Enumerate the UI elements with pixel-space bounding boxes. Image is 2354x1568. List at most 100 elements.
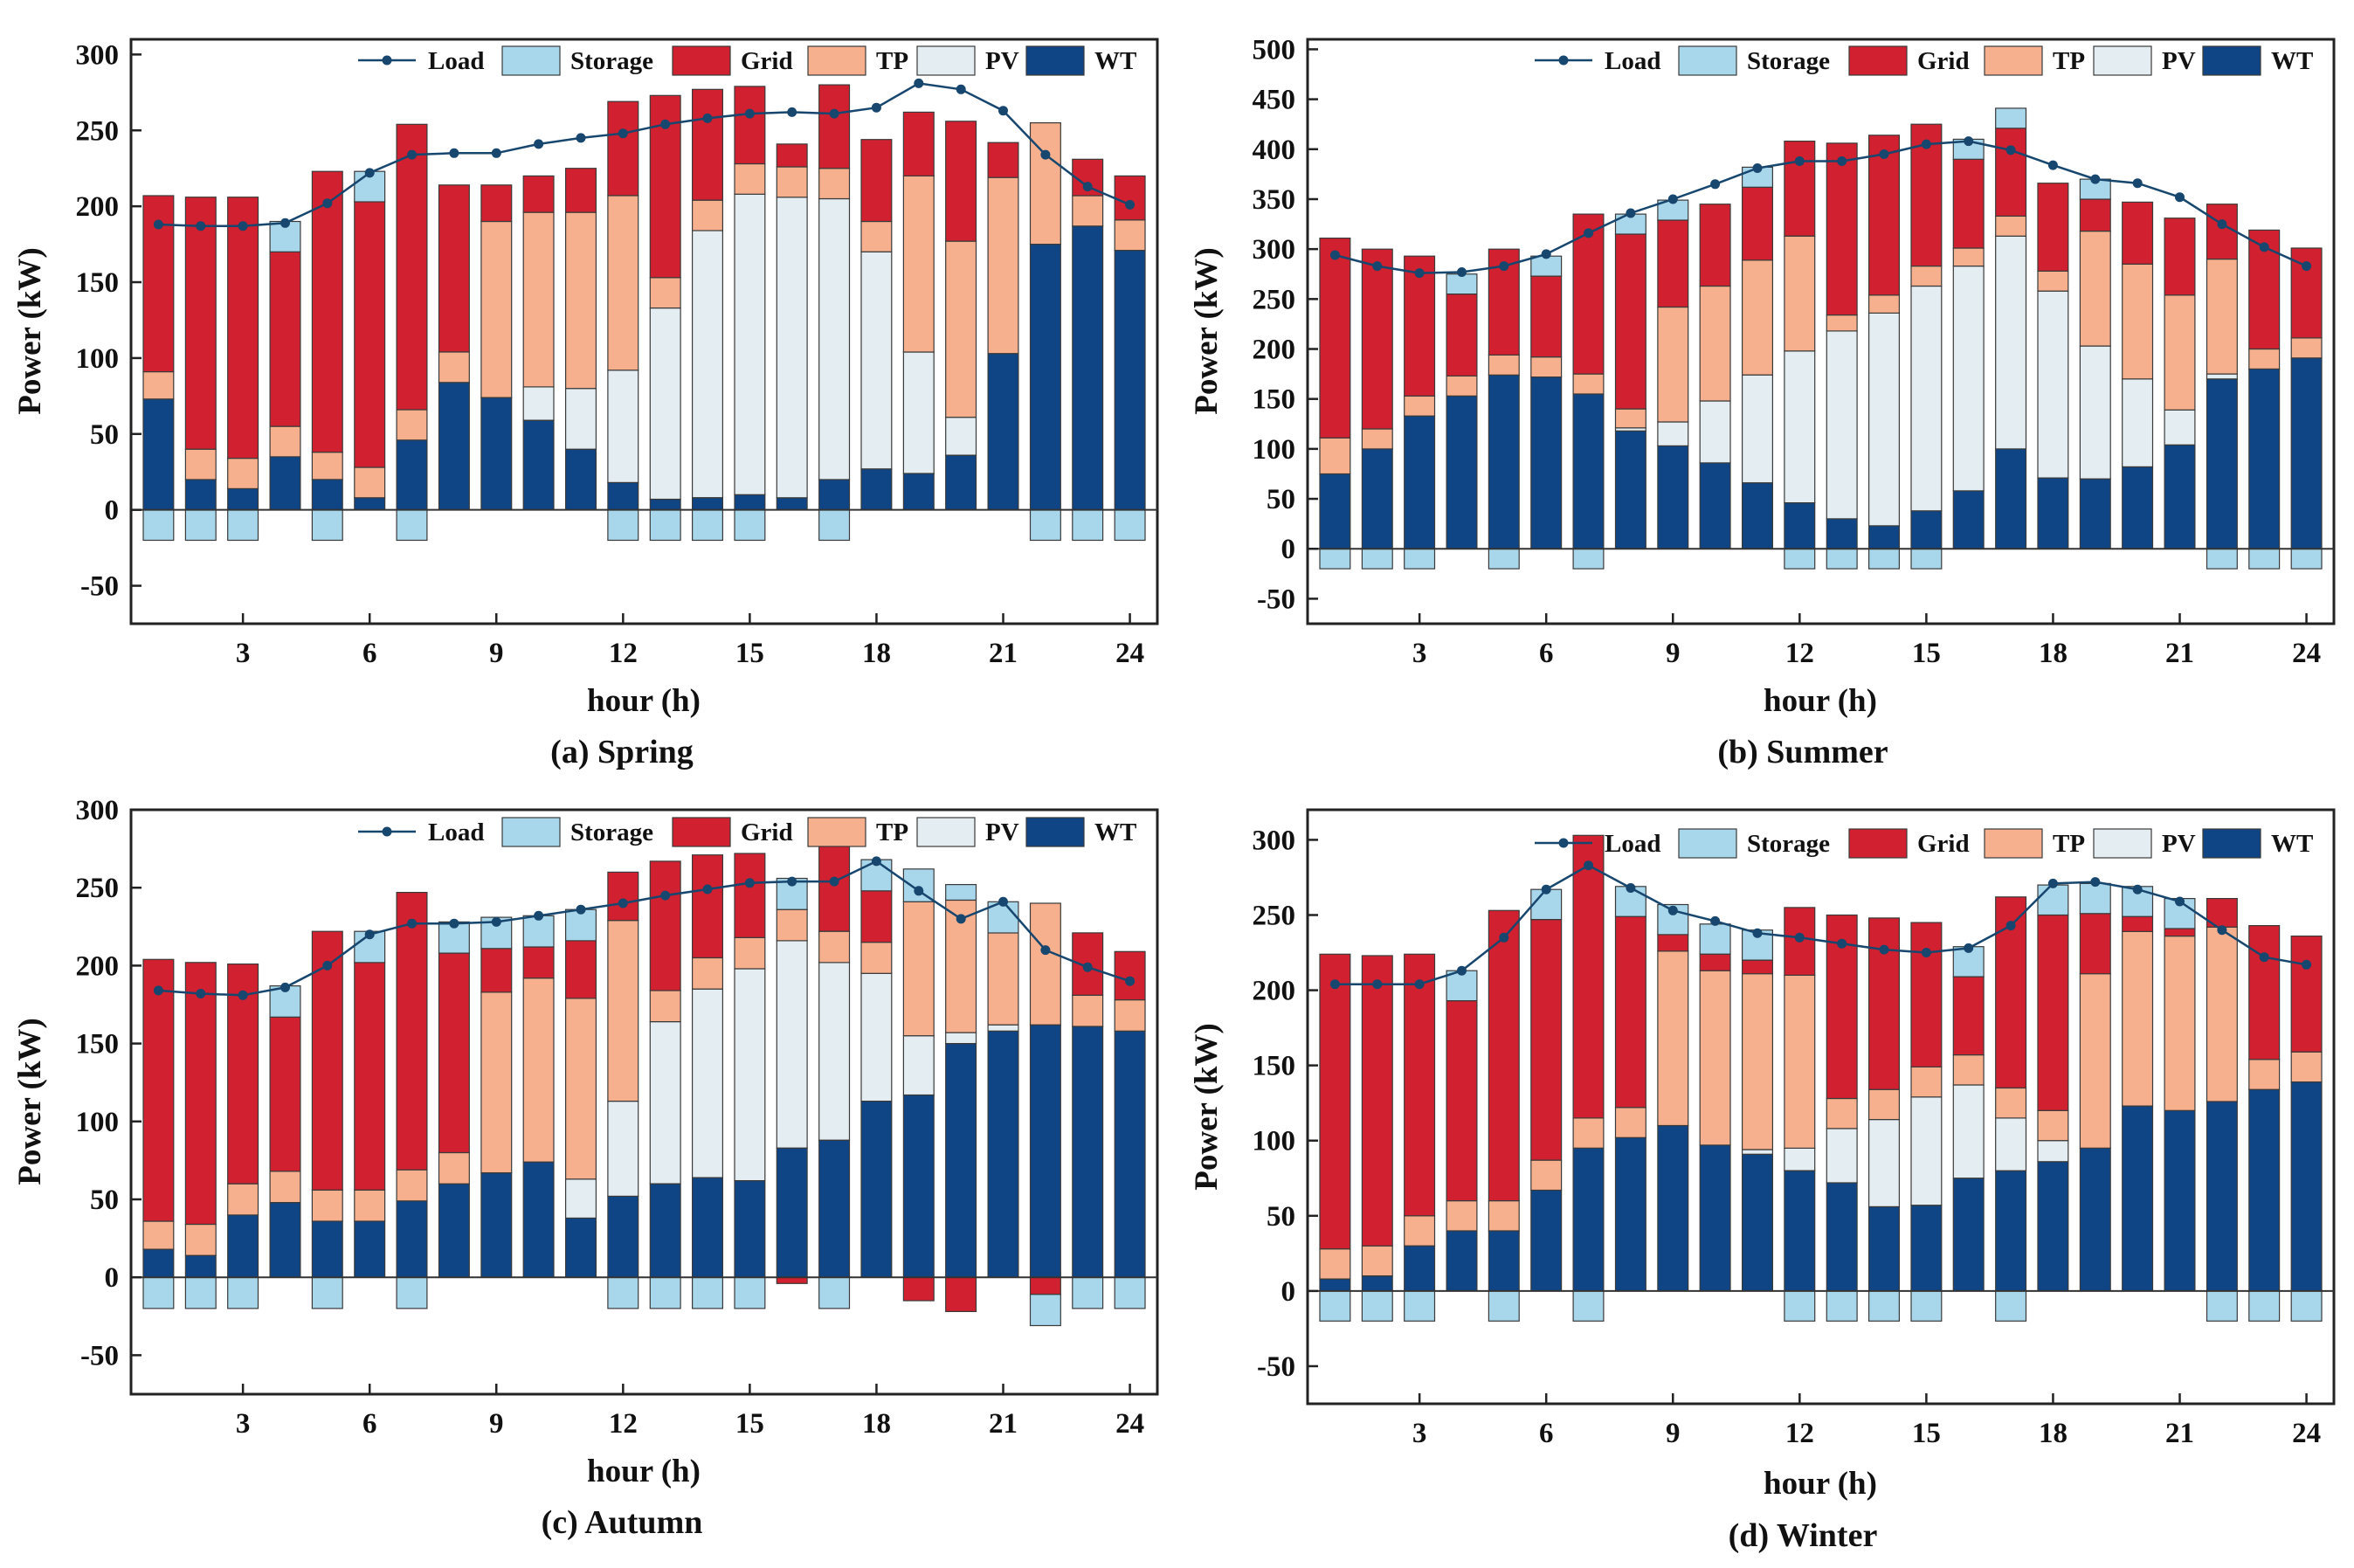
x-tick-label: 15 <box>1912 1418 1941 1449</box>
bar-pv-h11 <box>564 1178 597 1219</box>
bar-storage-h3 <box>1404 1290 1436 1322</box>
chart-panel-winter: 300 250 200 150 100 50 0 -50 3 6 9 12 15 18 21 24 Power… <box>1189 808 2336 1554</box>
y-tick-label: 0 <box>105 1262 120 1294</box>
bar-storage-h7 <box>1572 548 1605 570</box>
bar-tp-h1 <box>1319 437 1351 475</box>
bar-wt-h11 <box>1741 1153 1773 1292</box>
bar-wt-h15 <box>734 494 766 511</box>
bar-wt-h13 <box>649 498 681 511</box>
bar-storage-h23 <box>1072 509 1104 542</box>
legend-label-tp: TP <box>876 819 908 846</box>
load-point-h7 <box>1584 228 1594 238</box>
bar-wt-h12 <box>1784 1170 1816 1292</box>
bar-grid-h22 <box>1029 1276 1061 1295</box>
bar-storage-h1 <box>142 1276 175 1309</box>
load-point-h13 <box>1837 156 1847 166</box>
bar-storage-h8 <box>1614 886 1646 917</box>
bar-grid-h19 <box>2079 913 2111 975</box>
load-point-h13 <box>660 890 671 901</box>
bar-tp-h8 <box>438 1151 470 1185</box>
legend-label-wt: WT <box>1094 47 1136 75</box>
bar-grid-h3 <box>227 197 259 459</box>
bar-storage-h24 <box>2290 548 2323 570</box>
y-axis-title: Power (kW) <box>1189 247 1225 414</box>
bar-wt-h6 <box>1530 376 1563 549</box>
load-point-h9 <box>1667 905 1678 915</box>
bar-tp-h12 <box>607 195 639 371</box>
load-point-h18 <box>2047 160 2058 170</box>
tick-group: 300 250 200 150 100 50 0 -50 3 6 9 12 15 18 21 24 <box>76 795 1145 1440</box>
bar-storage-h1 <box>142 509 175 542</box>
bar-wt-h8 <box>438 382 470 511</box>
x-tick-label: 21 <box>2165 1418 2194 1449</box>
bar-storage-h5 <box>1488 1290 1520 1322</box>
y-tick-label: 300 <box>76 795 120 826</box>
x-tick-label: 3 <box>236 1408 251 1440</box>
bar-pv-h18 <box>860 972 893 1102</box>
bar-grid-h14 <box>691 88 723 201</box>
bar-pv-h11 <box>564 388 597 450</box>
plot-frame <box>1306 808 2336 1406</box>
bar-tp-h11 <box>564 211 597 390</box>
y-tick-label: 0 <box>105 495 120 527</box>
bar-tp-h2 <box>1361 1245 1393 1277</box>
bar-storage-h2 <box>184 509 217 542</box>
load-point-h11 <box>1752 163 1763 173</box>
bar-storage-h15 <box>1910 548 1943 570</box>
load-line <box>1335 140 2308 274</box>
x-tick-label: 6 <box>1539 638 1554 669</box>
bar-grid-h2 <box>1361 248 1393 430</box>
bar-tp-h3 <box>1404 1215 1436 1247</box>
bar-tp-h10 <box>1699 970 1731 1146</box>
bar-wt-h21 <box>987 1030 1019 1278</box>
bar-grid-h18 <box>2037 183 2069 272</box>
bar-pv-h12 <box>1784 1147 1816 1171</box>
legend-label-tp: TP <box>876 47 908 75</box>
bar-tp-h24 <box>2290 1051 2323 1083</box>
bar-storage-h14 <box>691 509 723 542</box>
load-point-h19 <box>2090 877 2101 888</box>
bar-marks <box>131 84 1157 542</box>
bar-pv-h16 <box>1952 1084 1985 1179</box>
y-tick-label: 200 <box>76 191 120 223</box>
x-tick-label: 15 <box>1912 638 1941 669</box>
bar-storage-h15 <box>734 509 766 542</box>
bar-tp-h20 <box>2122 930 2154 1107</box>
bar-grid-h14 <box>1868 135 1901 296</box>
bar-storage-h1 <box>1319 1290 1351 1322</box>
y-tick-label: 250 <box>76 115 120 147</box>
bar-tp-h12 <box>1784 235 1816 352</box>
load-point-h22 <box>2217 219 2227 230</box>
bar-wt-h1 <box>142 398 175 511</box>
bar-tp-h17 <box>1995 1087 2027 1119</box>
bar-wt-h9 <box>1657 445 1689 549</box>
load-point-h15 <box>1921 139 1931 149</box>
load-point-h14 <box>702 884 713 895</box>
bar-grid-h11 <box>1741 186 1773 261</box>
bar-wt-h2 <box>184 1254 217 1278</box>
legend-label-grid: Grid <box>741 47 793 75</box>
load-point-h1 <box>153 985 163 996</box>
bar-tp-h2 <box>184 448 217 480</box>
bar-wt-h19 <box>2079 1147 2111 1292</box>
x-axis-title: hour (h) <box>587 1454 701 1489</box>
bar-storage-h14 <box>1868 1290 1901 1322</box>
bar-wt-h11 <box>564 1217 597 1278</box>
bar-wt-h15 <box>734 1179 766 1278</box>
load-point-h2 <box>1372 261 1383 272</box>
load-point-h17 <box>2005 921 2016 931</box>
legend-load-marker <box>1558 838 1569 848</box>
bar-storage-h6 <box>1530 255 1563 277</box>
panel-caption: (d) Winter <box>1729 1517 1878 1554</box>
load-point-h10 <box>534 139 544 149</box>
bar-grid-absorbed-h19 <box>902 1276 935 1302</box>
legend-label-load: Load <box>428 47 484 75</box>
bar-grid-absorbed-h20 <box>945 1276 977 1312</box>
x-tick-label: 9 <box>1666 638 1681 669</box>
bar-tp-h16 <box>776 908 808 942</box>
bar-storage-h14 <box>1868 548 1901 570</box>
load-point-h16 <box>1964 136 1974 147</box>
x-axis-title: hour (h) <box>587 683 701 719</box>
load-point-h3 <box>1414 979 1425 990</box>
bar-storage-h12 <box>607 1276 639 1309</box>
